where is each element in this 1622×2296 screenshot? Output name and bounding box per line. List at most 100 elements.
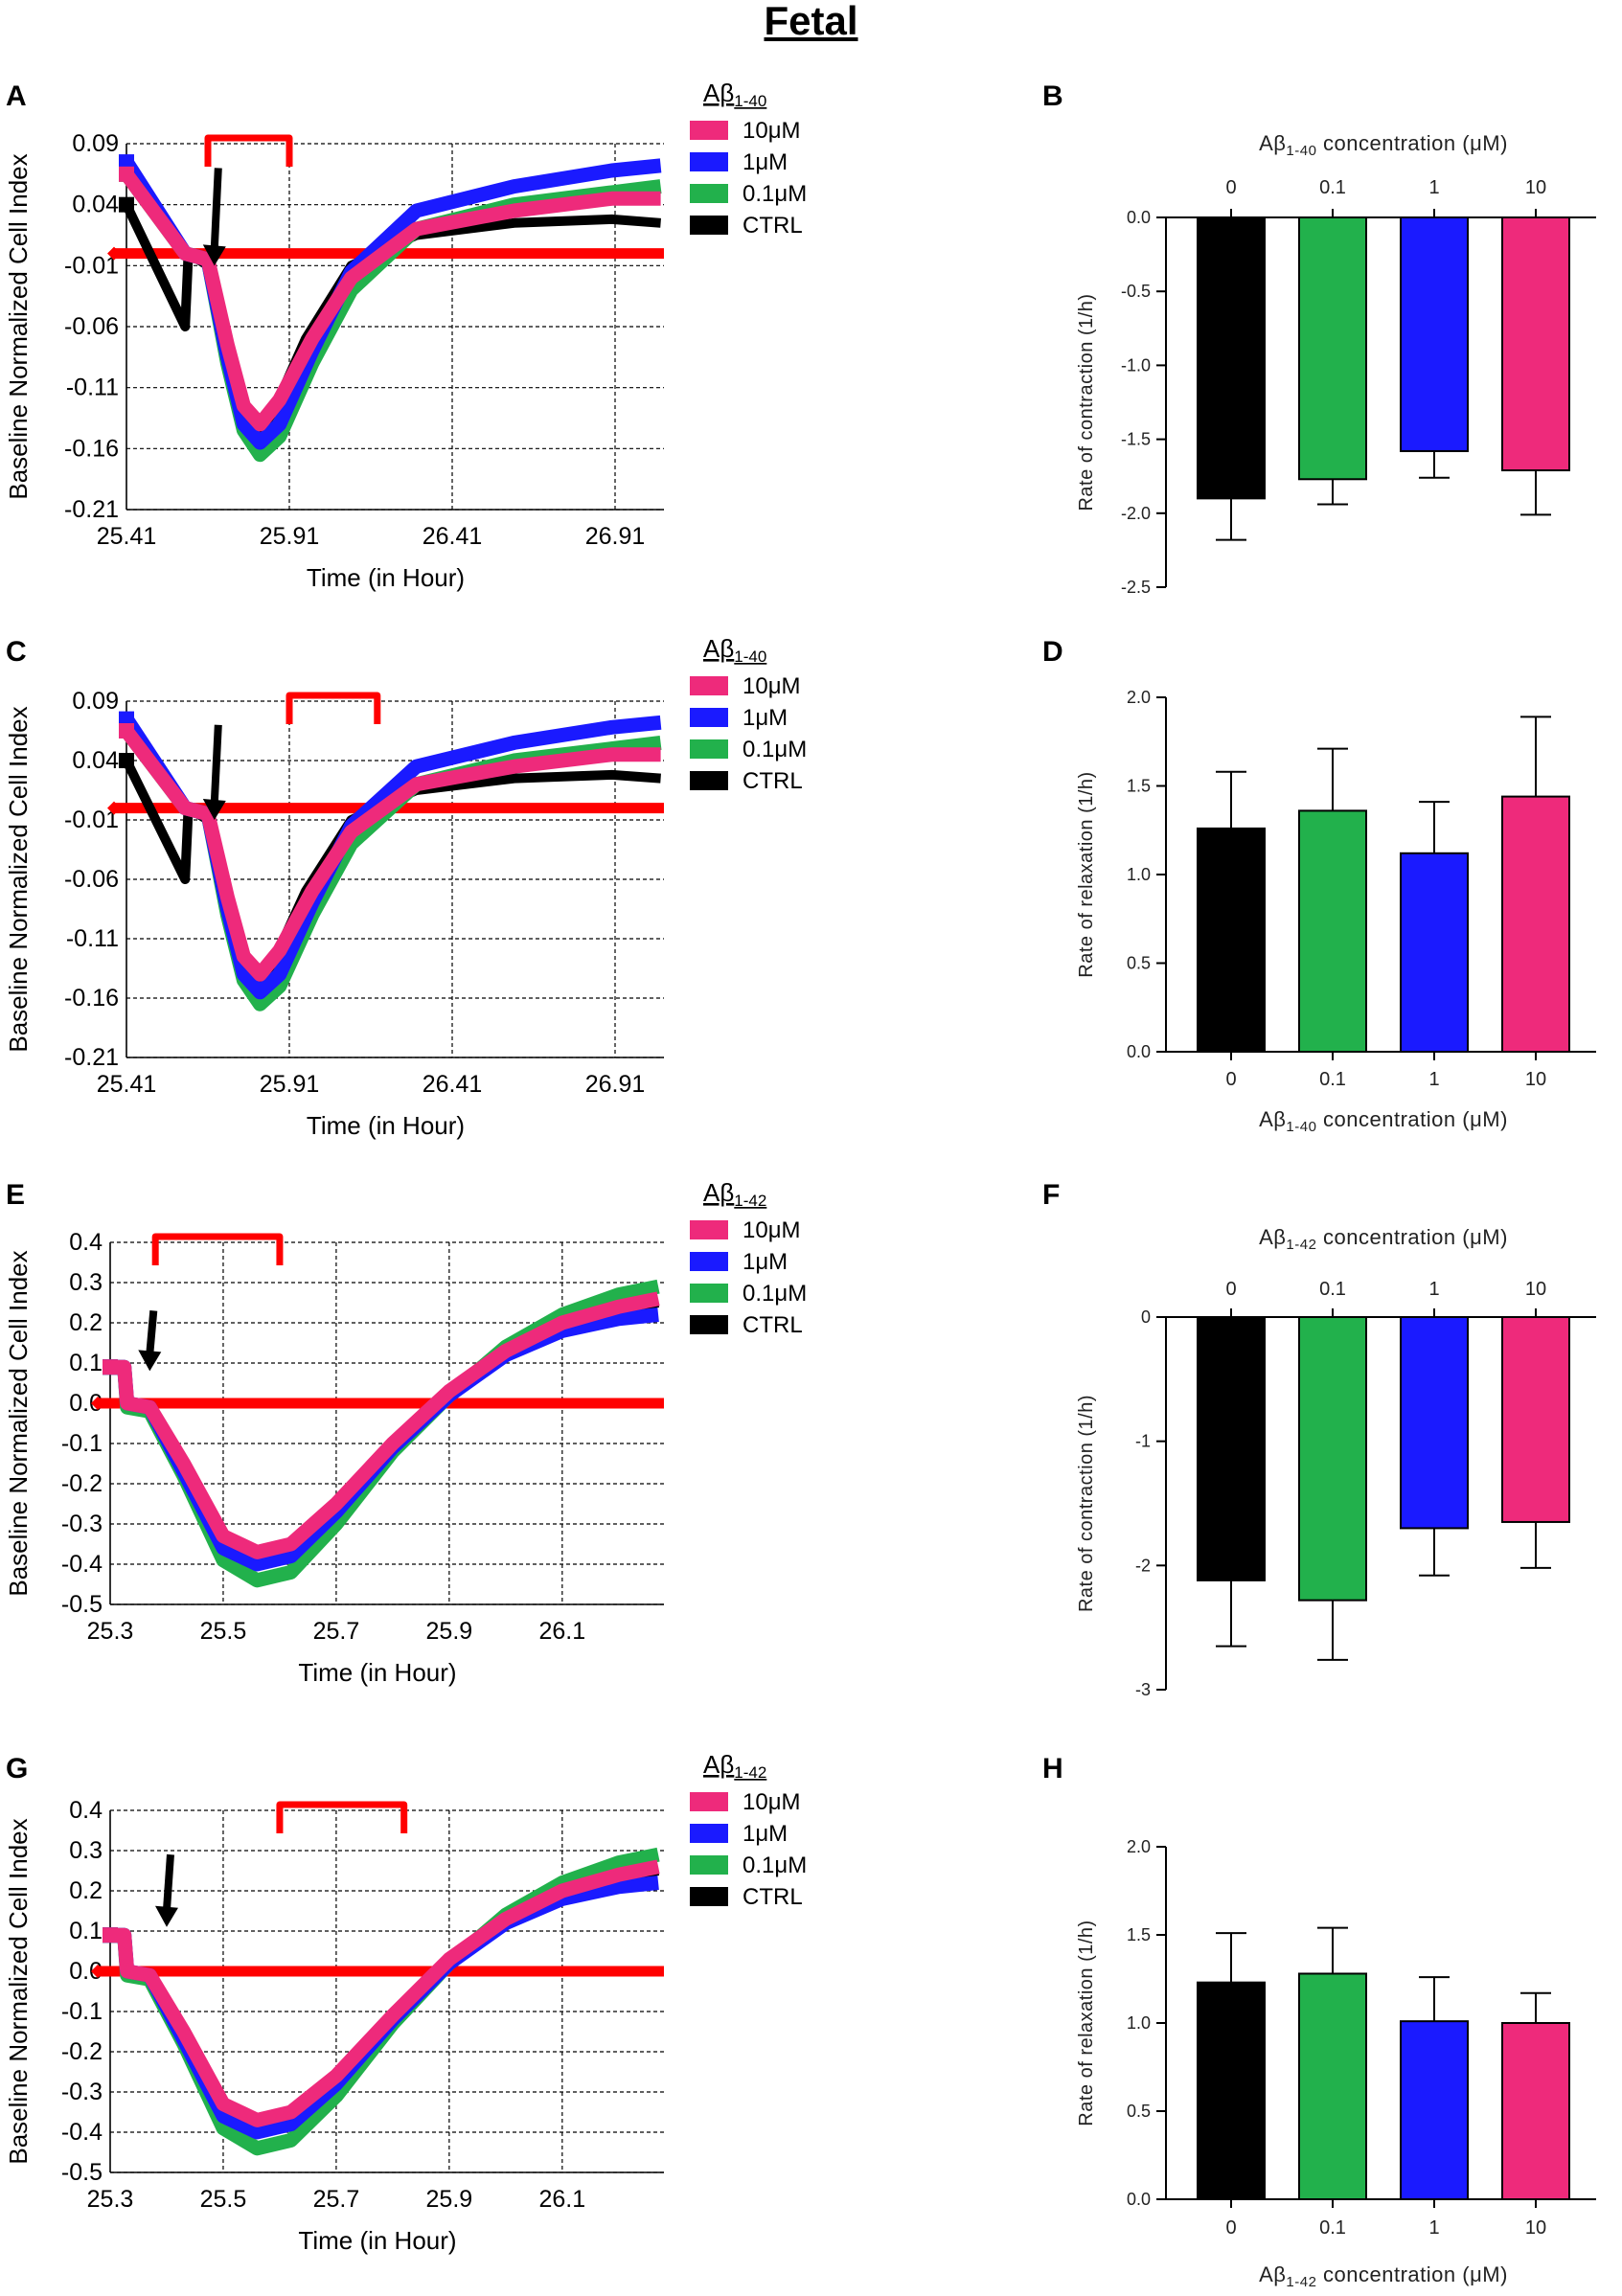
x-axis-title: Time (in Hour) bbox=[307, 1111, 465, 1140]
legend-swatch bbox=[690, 1887, 728, 1906]
series-marker bbox=[119, 166, 134, 182]
y-axis-title: Rate of contraction (1/h) bbox=[1076, 1395, 1097, 1612]
legend-title: Aβ1-40 bbox=[703, 634, 766, 666]
chart-b: 0.0 -0.5 -1.0 -1.5 -2.0 -2.5 0 0.1 1 10 Aβ1-40 con… bbox=[1076, 131, 1596, 597]
time-bracket bbox=[276, 1801, 408, 1833]
x-tick-label: 26.1 bbox=[539, 2186, 586, 2213]
series-marker bbox=[103, 1359, 118, 1375]
y-tick-label: 0.4 bbox=[69, 1797, 103, 1824]
y-tick-label: 0.2 bbox=[69, 1309, 103, 1336]
x-tick-label: 25.91 bbox=[260, 1071, 320, 1098]
y-tick-label: 1.5 bbox=[1127, 777, 1151, 796]
time-bracket bbox=[151, 1233, 284, 1265]
legend-swatch bbox=[690, 1824, 728, 1843]
x-tick-label: 25.41 bbox=[97, 1071, 157, 1098]
series-marker bbox=[119, 711, 134, 727]
y-tick-label: -1 bbox=[1135, 1432, 1151, 1451]
series-marker bbox=[119, 753, 134, 768]
legend-label: 1μM bbox=[742, 149, 788, 175]
arrow-shaft bbox=[146, 1310, 158, 1354]
series-marker bbox=[103, 1927, 118, 1944]
bar bbox=[1298, 1316, 1367, 1602]
y-tick-label: 0.04 bbox=[72, 192, 119, 218]
x-axis-title: Aβ1-42 concentration (μM) bbox=[1259, 2262, 1508, 2290]
arrow-head bbox=[154, 1905, 178, 1927]
y-tick-label: -2 bbox=[1135, 1556, 1151, 1575]
legend-label: CTRL bbox=[742, 1312, 803, 1338]
baseline-marker bbox=[91, 1397, 104, 1410]
x-tick-label: 10 bbox=[1525, 1069, 1546, 1090]
bar bbox=[1501, 216, 1570, 472]
legend-swatch bbox=[690, 771, 728, 790]
legend-title-main: Aβ bbox=[703, 79, 734, 107]
x-tick-label: 25.9 bbox=[426, 1618, 473, 1645]
legend-title-sub: 1-40 bbox=[734, 648, 766, 666]
bar bbox=[1298, 809, 1367, 1053]
legend-label: 1μM bbox=[742, 1821, 788, 1847]
series-marker bbox=[119, 196, 134, 213]
x-axis-title: Aβ1-42 concentration (μM) bbox=[1259, 1225, 1508, 1253]
legend-swatch bbox=[690, 121, 728, 140]
x-title-rest: concentration (μM) bbox=[1316, 1225, 1507, 1249]
legend-label: CTRL bbox=[742, 213, 803, 239]
y-tick-label: -0.11 bbox=[66, 375, 119, 401]
y-tick-label: 0.3 bbox=[69, 1837, 103, 1864]
chart-g: 0.40.30.20.10.0-0.1-0.2-0.3-0.4-0.525.3 2… bbox=[4, 1750, 807, 2255]
y-axis-title: Rate of contraction (1/h) bbox=[1076, 293, 1097, 511]
y-tick-label: 0.09 bbox=[72, 130, 119, 157]
y-tick-label: -0.3 bbox=[61, 1511, 103, 1537]
panel-label-e: E bbox=[6, 1179, 26, 1211]
baseline-marker bbox=[91, 1965, 104, 1978]
x-tick-label: 25.7 bbox=[313, 2186, 360, 2213]
bar bbox=[1400, 852, 1469, 1053]
y-tick-label: 2.0 bbox=[1127, 1837, 1151, 1856]
bar bbox=[1501, 1316, 1570, 1523]
x-title-sub: 1-42 bbox=[1286, 2274, 1316, 2290]
y-tick-label: -0.4 bbox=[61, 2119, 103, 2146]
bar bbox=[1400, 1316, 1469, 1530]
legend-swatch bbox=[690, 184, 728, 203]
legend-title: Aβ1-42 bbox=[703, 1750, 766, 1782]
chart-h: 2.0 1.5 1.0 0.5 0.0 0 0.1 1 10 Aβ1-42 concentrati… bbox=[1076, 1837, 1596, 2290]
y-tick-label: -0.1 bbox=[61, 1430, 103, 1457]
legend-label: CTRL bbox=[742, 1884, 803, 1910]
legend-title: Aβ1-42 bbox=[703, 1178, 766, 1210]
x-title-sub: 1-40 bbox=[1286, 1119, 1316, 1135]
y-tick-label: -0.5 bbox=[61, 2159, 103, 2186]
legend-title-main: Aβ bbox=[703, 634, 734, 663]
panel-label-h: H bbox=[1042, 1753, 1063, 1785]
x-tick-label: 0 bbox=[1225, 2217, 1236, 2239]
y-axis-title: Baseline Normalized Cell Index bbox=[4, 153, 33, 499]
x-tick-label: 0 bbox=[1225, 1069, 1236, 1090]
legend-swatch bbox=[690, 1792, 728, 1811]
y-tick-label: -0.5 bbox=[61, 1591, 103, 1618]
legend-swatch bbox=[690, 708, 728, 727]
series-line bbox=[110, 1875, 659, 2140]
legend-swatch bbox=[690, 1284, 728, 1303]
legend-label: 0.1μM bbox=[742, 181, 807, 207]
legend-swatch bbox=[690, 1252, 728, 1271]
x-tick-label: 0.1 bbox=[1319, 2217, 1346, 2239]
y-tick-label: 0.5 bbox=[1127, 954, 1151, 973]
arrow-head bbox=[138, 1350, 162, 1372]
series-line bbox=[110, 1291, 660, 1559]
legend-title-sub: 1-42 bbox=[734, 1763, 766, 1782]
x-tick-label: 25.91 bbox=[260, 523, 320, 550]
y-tick-label: -3 bbox=[1135, 1680, 1151, 1699]
y-axis-title: Baseline Normalized Cell Index bbox=[4, 706, 33, 1052]
y-tick-label: 0.3 bbox=[69, 1269, 103, 1296]
bar bbox=[1197, 1316, 1266, 1581]
x-title-rest: concentration (μM) bbox=[1316, 1107, 1507, 1131]
legend-swatch bbox=[690, 1315, 728, 1334]
series-line bbox=[110, 1307, 659, 1572]
page-title: Fetal bbox=[764, 0, 858, 43]
panel-label-c: C bbox=[6, 636, 27, 668]
panel-label-d: D bbox=[1042, 636, 1063, 668]
y-tick-label: -0.21 bbox=[64, 496, 119, 523]
y-tick-label: -2.5 bbox=[1121, 578, 1151, 597]
x-tick-label: 0.1 bbox=[1319, 1069, 1346, 1090]
x-title-sub: 1-42 bbox=[1286, 1237, 1316, 1253]
y-tick-label: -0.01 bbox=[64, 252, 119, 279]
series-line bbox=[120, 170, 661, 432]
